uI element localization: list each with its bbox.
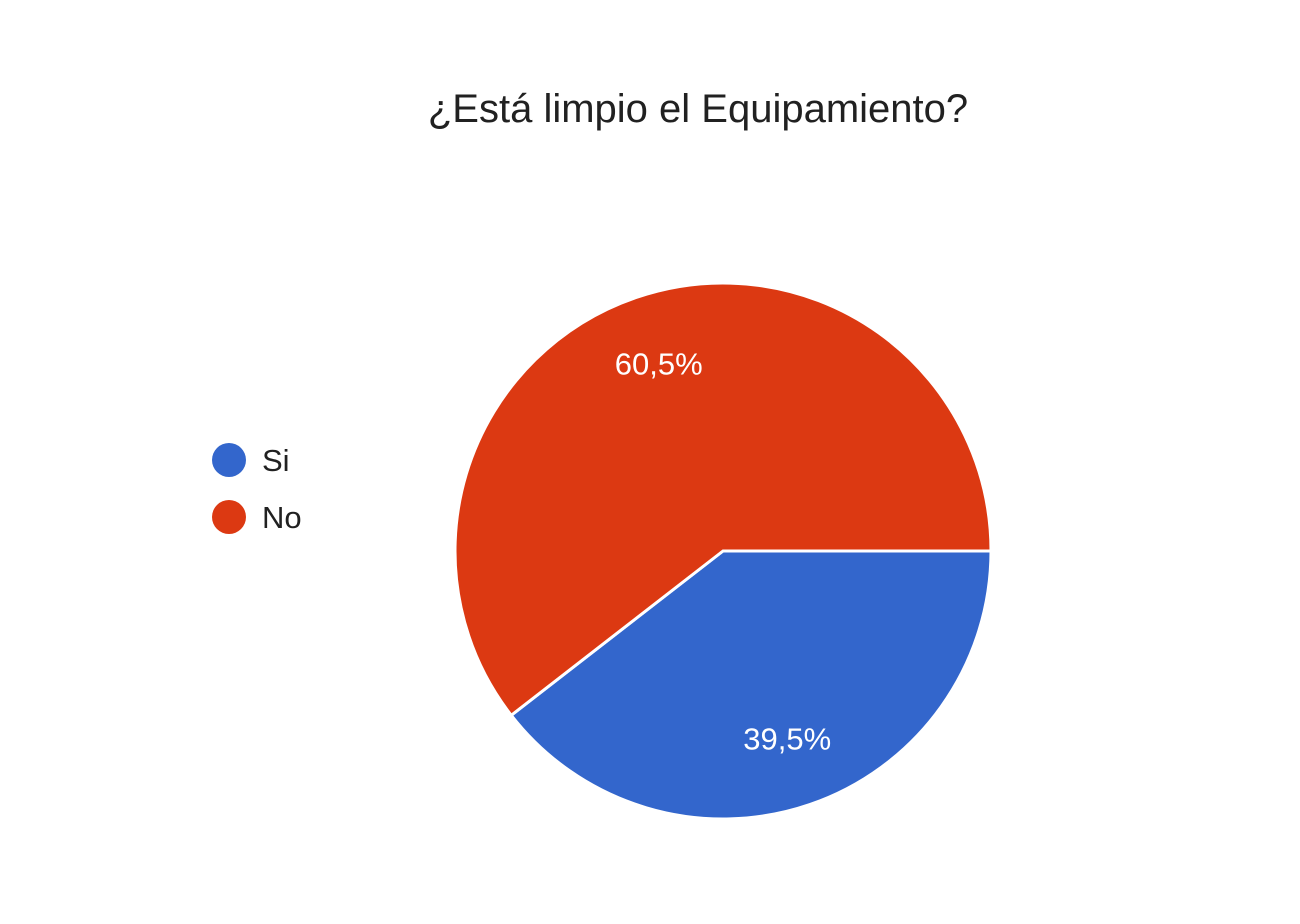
legend-label-si[interactable]: Si [262,443,290,478]
legend-label-no[interactable]: No [262,500,302,535]
data-label-no: 60,5% [615,346,703,381]
pie-slice-no[interactable] [453,281,993,718]
chart-title: ¿Está limpio el Equipamiento? [428,87,968,131]
pie-slice-si[interactable] [509,549,993,821]
legend-marker-si [212,443,246,477]
legend-marker-no [212,500,246,534]
data-label-si: 39,5% [743,722,831,757]
